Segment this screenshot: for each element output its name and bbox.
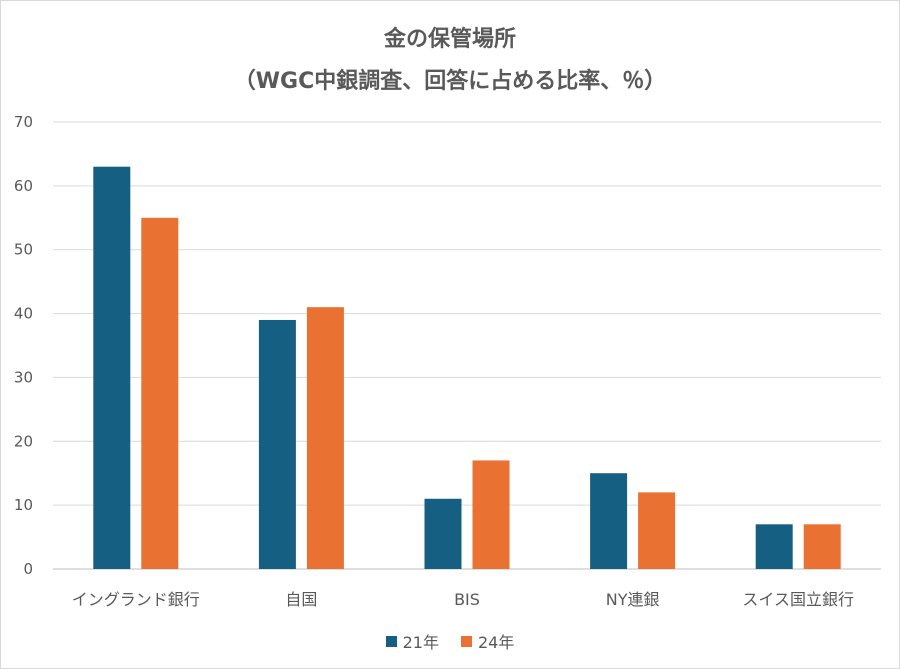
legend-label-series-1: 21年 <box>402 633 439 652</box>
legend-swatch-series-1 <box>385 635 397 647</box>
x-tick-label: スイス国立銀行 <box>742 590 854 609</box>
bar-2 <box>472 460 510 569</box>
legend: 21年 24年 <box>1 629 899 653</box>
bar-1 <box>755 524 793 569</box>
bar-1 <box>93 166 131 569</box>
bar-1 <box>590 473 628 569</box>
y-tick-label: 0 <box>23 560 33 578</box>
bar-1 <box>258 319 296 569</box>
legend-label-series-2: 24年 <box>478 633 515 652</box>
bar-2 <box>141 217 179 570</box>
legend-swatch-series-2 <box>461 635 472 647</box>
y-tick-label: 10 <box>14 496 33 514</box>
chart-subtitle: （WGC中銀調査、回答に占める比率、％） <box>233 69 667 94</box>
y-tick-label: 30 <box>14 368 33 386</box>
x-tick-label: 自国 <box>285 590 317 609</box>
y-tick-label: 50 <box>14 241 33 259</box>
legend-item-series-2: 24年 <box>461 629 514 653</box>
chart-title: 金の保管場所 <box>383 27 516 52</box>
y-tick-label: 40 <box>14 305 33 323</box>
x-tick-label: イングランド銀行 <box>72 590 200 609</box>
bar-2 <box>638 492 676 569</box>
x-tick-label: BIS <box>454 590 480 609</box>
y-tick-label: 20 <box>14 432 33 450</box>
y-tick-label: 60 <box>14 177 33 195</box>
bar-2 <box>803 524 841 569</box>
x-tick-label: NY連銀 <box>606 590 660 609</box>
legend-item-series-1: 21年 <box>385 629 439 653</box>
bar-2 <box>306 307 344 569</box>
bar-1 <box>424 498 462 569</box>
y-tick-label: 70 <box>14 113 33 131</box>
